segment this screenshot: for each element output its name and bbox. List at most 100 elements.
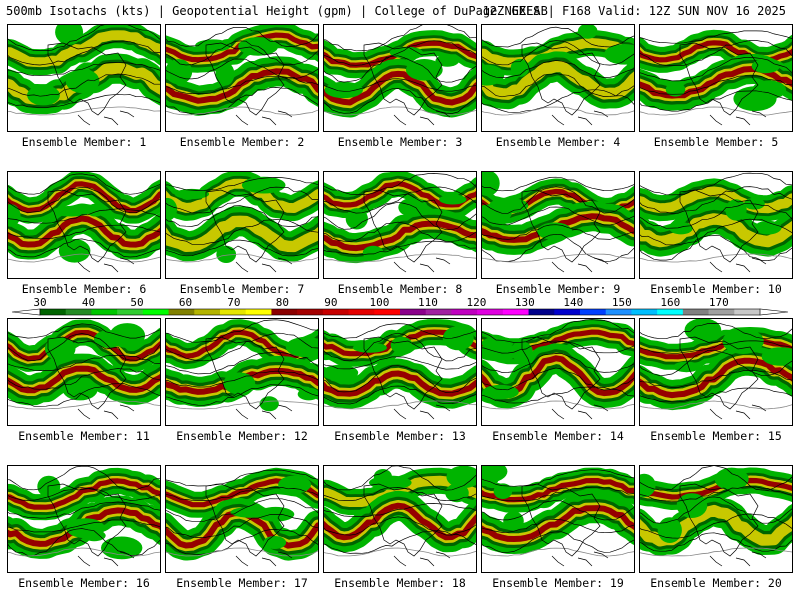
height-contour [482,486,634,502]
colorbar-tick-label: 90 [324,296,337,309]
ensemble-map-panel [323,318,477,426]
ensemble-member-label: Ensemble Member: 2 [179,135,305,149]
ensemble-member-label: Ensemble Member: 17 [176,576,308,590]
coastline [205,483,293,567]
isotach-cell [195,39,232,52]
isotach-map [166,172,318,273]
ensemble-member-label: Ensemble Member: 12 [176,429,308,443]
colorbar-left-arrow [11,308,41,316]
isotach-band [482,60,634,100]
isotach-cell [640,473,656,498]
height-contour [166,370,318,388]
height-contour [8,466,160,491]
height-contour [482,40,634,66]
ensemble-member-label: Ensemble Member: 9 [495,282,621,296]
isotach-cell [52,205,91,217]
isotach-cell [503,511,524,531]
isotach-map [482,319,634,420]
ensemble-map-panel [481,465,635,573]
height-contour [8,73,160,97]
isotach-cell [82,530,106,542]
isotach-cell [297,387,318,401]
height-contour [166,58,318,80]
colorbar-tick-label: 70 [227,296,240,309]
ensemble-member-label: Ensemble Member: 15 [650,429,782,443]
colorbar-swatch [554,309,581,315]
ensemble-member-label: Ensemble Member: 3 [337,135,463,149]
ensemble-map-panel [639,171,793,279]
isotach-cell [373,469,392,485]
ensemble-map-panel [481,171,635,279]
coastline [47,483,135,567]
ensemble-member-label: Ensemble Member: 18 [334,576,466,590]
height-contour [166,529,318,555]
height-contour [482,60,634,78]
height-contour [640,56,792,82]
isotach-cell [362,245,384,260]
colorbar-swatch [117,309,144,315]
colorbar-frame [39,308,761,316]
colorbar-tick-label: 110 [418,296,438,309]
height-contour [640,203,792,229]
height-contour [324,400,476,410]
isotach-band [324,502,476,541]
colorbar-tick-label: 80 [276,296,289,309]
coastline [521,483,609,567]
height-contour [640,340,792,354]
ensemble-map-panel [481,318,635,426]
colorbar-swatch [220,309,247,315]
isotach-map [324,172,476,273]
isotach-cell [482,466,508,483]
isotach-cell [673,361,700,373]
coastline [363,42,451,126]
height-contour [8,25,160,51]
isotach-cell [55,25,84,45]
height-contour [166,239,318,257]
height-contour [482,176,634,192]
isotach-cell [398,197,428,217]
ensemble-map-panel [7,171,161,279]
height-contour [324,487,476,501]
height-contour [8,323,160,339]
isotach-cell [166,59,193,85]
isotach-cell [482,64,505,86]
isotach-band [324,181,476,208]
height-contour [482,186,634,214]
isotach-map [324,25,476,126]
height-contour [640,253,792,263]
height-contour [640,496,792,524]
isotach-map [324,319,476,420]
height-contour [166,27,318,47]
isotach-cell [345,208,368,230]
ensemble-member-label: Ensemble Member: 7 [179,282,305,296]
ensemble-map-panel [7,24,161,132]
height-contour [640,106,792,116]
isotach-cell [442,326,474,351]
height-contour [640,349,792,377]
height-contour [324,503,476,517]
isotach-band [640,477,792,500]
height-contour [324,547,476,557]
ensemble-member-label: Ensemble Member: 4 [495,135,621,149]
height-contour [640,547,792,557]
height-contour [640,323,792,340]
colorbar-swatch [400,309,427,315]
height-contour [324,253,476,263]
isotach-map [166,25,318,126]
colorbar-swatch [271,309,298,315]
isotach-map [640,319,792,420]
colorbar-tick-label: 160 [660,296,680,309]
isotach-band [8,330,160,362]
height-contour [324,173,476,195]
colorbar-swatch [91,309,118,315]
colorbar-swatch [734,309,761,315]
isotach-cell [62,378,98,401]
isotach-cell [482,384,519,400]
height-contour [166,40,318,66]
coastline [521,336,609,420]
isotach-band [324,70,476,106]
ensemble-map-panel [481,24,635,132]
ensemble-map-panel [323,465,477,573]
colorbar-swatch [65,309,92,315]
coastline [521,189,609,273]
